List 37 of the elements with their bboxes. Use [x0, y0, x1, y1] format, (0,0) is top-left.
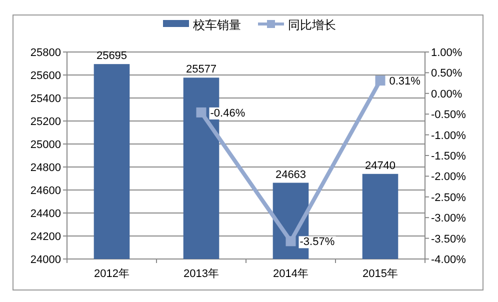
y2-tick-label: -1.50% — [431, 150, 466, 162]
point — [375, 76, 386, 86]
data-label: 25577 — [186, 64, 217, 76]
data-label: 24663 — [275, 168, 306, 181]
data-label: 24740 — [364, 160, 396, 172]
y-tick-label: 24600 — [30, 185, 61, 197]
y2-tick-label: 0.00% — [431, 88, 462, 100]
x-tick-label: 2012年 — [94, 268, 130, 280]
y2-tick-label: -3.50% — [431, 233, 466, 246]
point — [286, 236, 296, 246]
y-tick-label: 24000 — [30, 254, 61, 266]
y2-tick-label: -3.00% — [431, 212, 466, 225]
x-tick-label: 2013年 — [184, 268, 219, 280]
y-tick-label: 24200 — [30, 231, 61, 243]
y-tick-label: 25600 — [30, 70, 61, 82]
y2-tick-label: -2.50% — [431, 192, 466, 204]
y2-tick-label: -1.00% — [431, 130, 466, 142]
y-tick-label: 24800 — [30, 162, 61, 174]
data-label: 0.31% — [389, 76, 421, 88]
y-tick-label: 25200 — [30, 116, 61, 128]
y2-tick-label: -4.00% — [431, 254, 466, 266]
data-label: 25695 — [96, 50, 128, 62]
data-label: -0.46% — [210, 107, 246, 120]
legend-label: 同比增长 — [288, 18, 336, 32]
x-tick-label: 2015年 — [362, 268, 398, 280]
y-tick-label: 25400 — [30, 93, 61, 105]
y-tick-label: 25800 — [30, 47, 61, 59]
y-tick-label: 25000 — [30, 139, 61, 151]
y2-tick-label: 0.50% — [431, 68, 462, 80]
y2-tick-label: -2.00% — [431, 171, 466, 184]
point — [196, 107, 206, 118]
legend-label: 校车销量 — [192, 18, 241, 32]
y2-tick-label: -0.50% — [431, 109, 466, 122]
y2-tick-label: 1.00% — [431, 47, 462, 59]
y-tick-label: 24400 — [30, 208, 61, 220]
x-tick-label: 2014年 — [273, 268, 308, 280]
data-label: -3.57% — [300, 236, 335, 248]
